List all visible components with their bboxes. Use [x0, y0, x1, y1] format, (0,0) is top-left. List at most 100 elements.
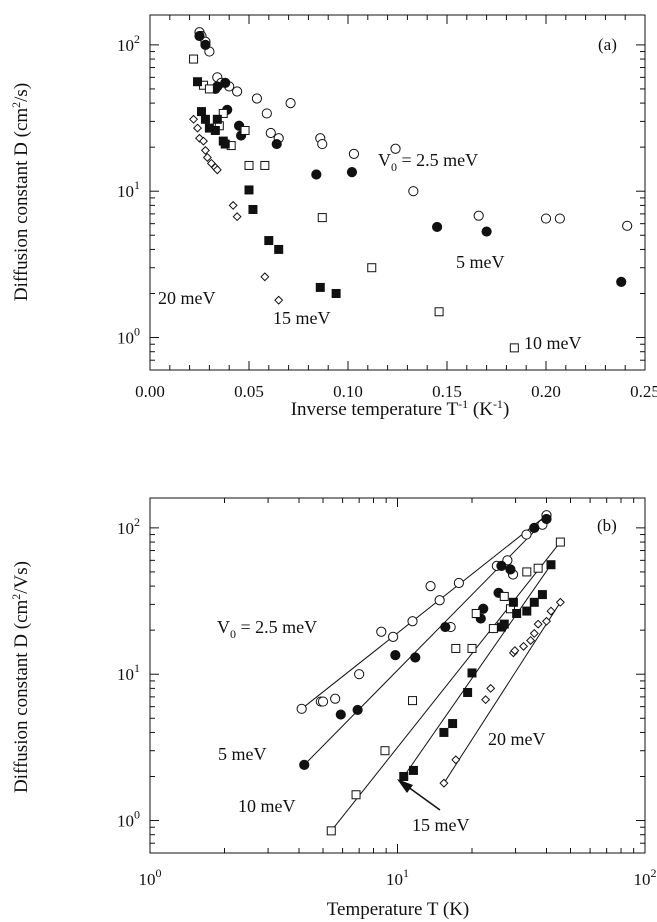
panel-b-point-series-0 [376, 626, 387, 637]
panel-a-xtick-label: 0.00 [135, 382, 165, 401]
panel-a-point-series-3 [210, 125, 220, 135]
panel-a-xlabel: Inverse temperature T-1 (K-1) [291, 397, 510, 420]
panel-b: 100 101 102 100 101 102 (b) V0 = 2.5 meV 5 me… [9, 497, 657, 920]
panel-b-point-series-0 [388, 631, 399, 642]
panel-b-point-series-2 [467, 643, 477, 653]
panel-a-point-series-0 [285, 98, 296, 109]
panel-a-point-series-4 [193, 123, 203, 133]
panel-a-annotation-5meV: 5 meV [456, 252, 505, 272]
panel-a-point-series-0 [317, 138, 328, 150]
panel-b-point-series-3 [529, 597, 539, 607]
panel-a-annotation-10meV: 10 meV [524, 333, 582, 353]
panel-b-point-series-4 [542, 616, 552, 626]
panel-a-point-series-1 [311, 169, 322, 180]
panel-b-point-series-2 [499, 591, 509, 601]
panel-b-point-series-1 [478, 603, 489, 614]
panel-a-point-series-4 [198, 136, 208, 146]
panel-b-point-series-4 [533, 619, 543, 629]
panel-a-ylabel: Diffusion constant D (cm2/s) [9, 83, 32, 301]
panel-b-xtick-label: 102 [634, 866, 657, 889]
panel-b-point-series-0 [453, 577, 464, 589]
panel-b-point-series-1 [529, 522, 540, 533]
panel-a-point-series-2 [204, 84, 214, 94]
panel-b-point-series-2 [451, 643, 461, 653]
panel-b-point-series-1 [440, 621, 451, 633]
panel-b-point-series-0 [425, 581, 436, 592]
panel-a-point-series-0 [232, 86, 243, 97]
panel-b-point-series-0 [354, 669, 365, 680]
panel-b-point-series-3 [448, 719, 458, 729]
panel-b-point-series-3 [522, 606, 532, 616]
panel-a-point-series-2 [434, 307, 444, 317]
panel-a-annotation-15meV: 15 meV [273, 308, 331, 328]
panel-a-point-series-0 [554, 213, 565, 224]
panel-b-point-series-2 [326, 826, 336, 836]
panel-b-point-series-2 [408, 696, 418, 706]
panel-b-point-series-4 [555, 597, 565, 607]
panel-a-point-series-3 [248, 204, 258, 214]
panel-a-point-series-1 [271, 138, 282, 150]
panel-b-point-series-4 [439, 778, 449, 788]
panel-a-xtick-label: 0.20 [531, 382, 561, 401]
panel-a-point-series-0 [390, 143, 401, 154]
panel-a-point-series-3 [315, 282, 325, 292]
panel-a-point-series-3 [331, 288, 341, 298]
panel-a-point-series-0 [473, 210, 484, 221]
panel-b-point-series-3 [546, 560, 556, 570]
panel-a-point-series-2 [367, 263, 377, 273]
panel-b-label: (b) [597, 516, 617, 535]
panel-b-point-series-0 [521, 529, 532, 540]
panel-b-point-series-4 [519, 641, 529, 651]
panel-a-point-series-2 [317, 213, 327, 223]
panel-a-point-series-3 [212, 114, 222, 124]
panel-b-point-series-2 [351, 790, 361, 800]
fit-line-series-2 [330, 541, 561, 832]
panel-b-point-series-1 [505, 564, 516, 575]
panel-b-ytick-label: 101 [117, 661, 140, 684]
panel-a-ticks [149, 15, 646, 371]
panel-b-ticks [149, 498, 646, 854]
panel-b-15meV-arrow [397, 779, 441, 811]
panel-a-point-series-4 [202, 152, 212, 162]
panel-a-ytick-label: 101 [117, 178, 140, 201]
panel-b-point-series-1 [410, 652, 421, 663]
panel-a-xtick-label: 0.05 [234, 382, 264, 401]
panel-b-ytick-label: 100 [117, 808, 140, 831]
panel-a-point-series-2 [218, 108, 228, 118]
panel-b-annotation-20meV: 20 meV [488, 729, 546, 749]
panel-b-point-series-1 [299, 759, 310, 770]
panel-b-point-series-2 [380, 746, 390, 756]
panel-a-point-series-0 [540, 213, 552, 224]
panel-b-tick-labels: 100 101 102 100 101 102 [117, 515, 657, 889]
panel-a-xtick-label: 0.10 [333, 382, 363, 401]
panel-a-point-series-3 [274, 244, 284, 254]
panel-a-point-series-0 [251, 93, 263, 104]
panel-b-annotation-15meV: 15 meV [412, 815, 470, 835]
panel-a-point-series-0 [261, 108, 272, 119]
panel-a-point-series-4 [274, 295, 284, 305]
panel-a-point-series-1 [481, 226, 492, 237]
panel-b-point-series-1 [496, 560, 507, 571]
panel-b-point-series-0 [407, 616, 418, 627]
panel-a-point-series-3 [200, 114, 210, 124]
panel-b-point-series-4 [529, 628, 539, 638]
panel-b-annotation-10meV: 10 meV [238, 796, 296, 816]
fit-line-series-0 [301, 514, 547, 710]
panel-a-point-series-2 [240, 125, 250, 135]
arrow-head [397, 779, 413, 793]
panel-b-point-series-3 [467, 668, 477, 678]
panel-a-point-series-3 [220, 139, 230, 149]
panel-b-point-series-2 [555, 537, 565, 547]
panel-a-point-series-1 [200, 39, 211, 50]
panel-b-point-series-3 [463, 687, 473, 697]
panel-b-point-series-2 [522, 567, 532, 577]
panel-a-point-series-1 [194, 30, 205, 42]
panel-a-point-series-4 [200, 145, 210, 155]
panel-b-plot-frame [149, 497, 646, 854]
panel-a-annotation-2-5meV: V0 = 2.5 meV [378, 150, 478, 174]
panel-a-point-series-2 [260, 160, 270, 170]
panel-a-point-series-3 [193, 77, 203, 87]
panel-b-annotation-5meV: 5 meV [218, 744, 267, 764]
fit-line-series-1 [303, 518, 547, 766]
